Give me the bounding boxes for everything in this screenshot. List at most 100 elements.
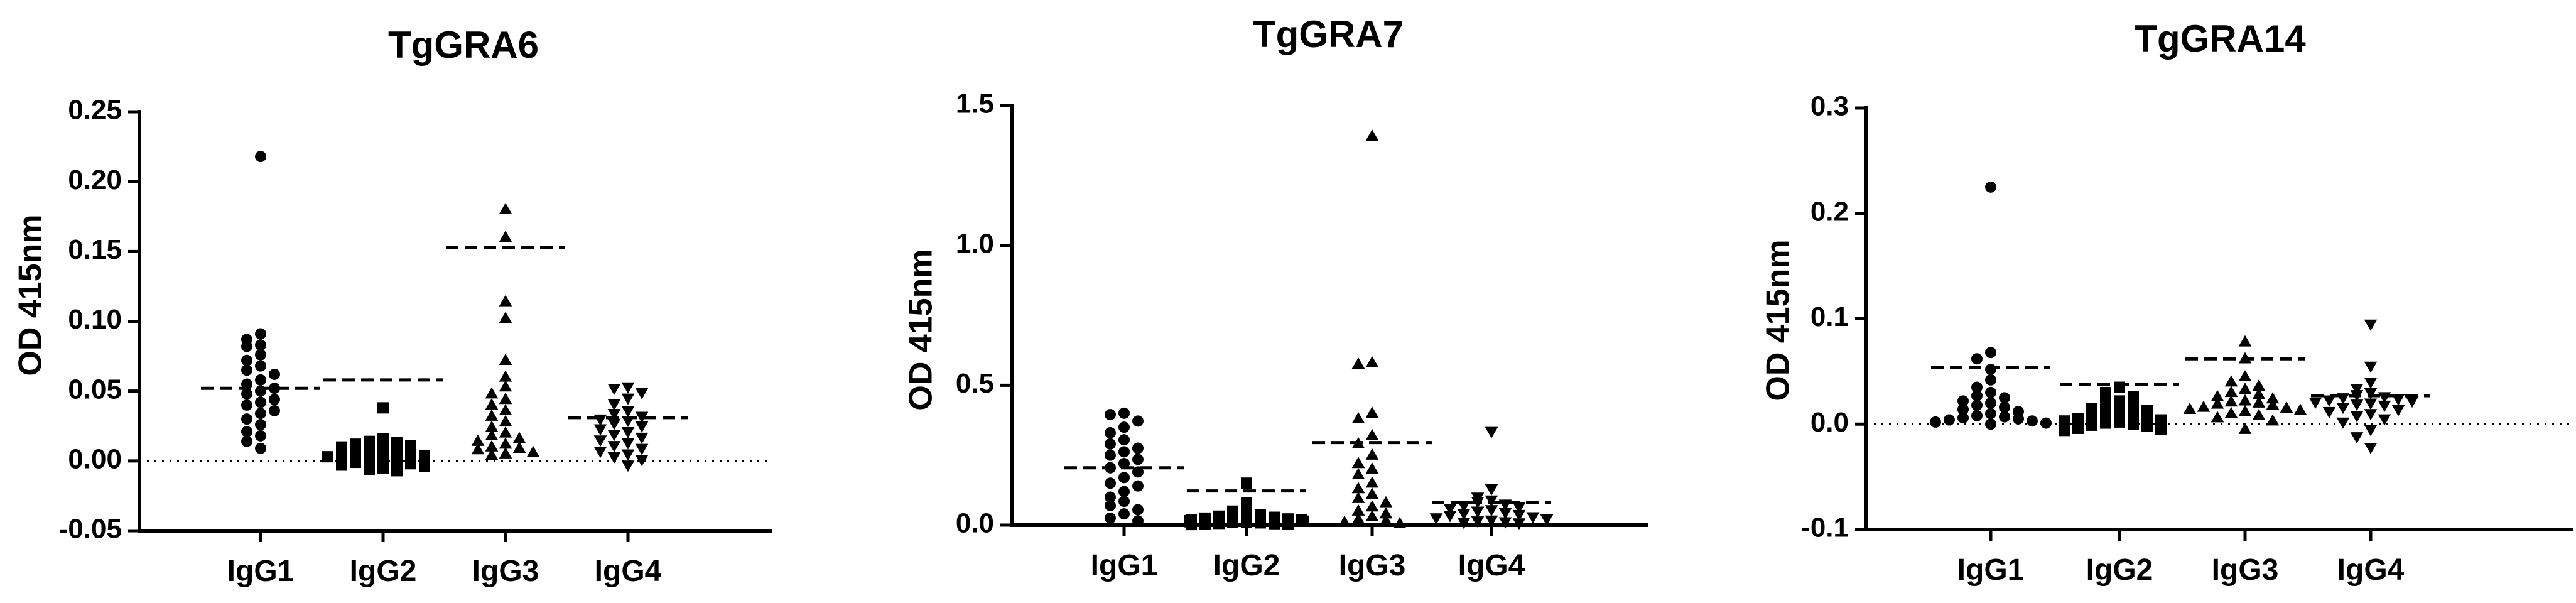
data-point: [1485, 484, 1498, 496]
panel-tggra7: TgGRA7 OD 415nm 0.0 0.5 1.0 1.5 IgG1 IgG2 IgG3 Ig…: [903, 13, 1648, 582]
chart-title: TgGRA6: [388, 24, 539, 66]
panel-tggra14: TgGRA14 OD 415nm -0.1 0.0 0.1 0.2 0.3 IgG1 IgG2 I…: [1760, 18, 2573, 587]
data-point: [1132, 466, 1144, 478]
data-point: [512, 432, 526, 443]
x-tick-label: IgG2: [350, 555, 417, 588]
data-point: [499, 370, 512, 382]
data-point: [364, 454, 375, 465]
data-point: [607, 384, 621, 396]
x-tick-label: IgG1: [1957, 553, 2025, 587]
data-point: [391, 455, 403, 467]
data-point: [2308, 397, 2322, 409]
data-point: [2155, 414, 2167, 426]
data-point: [485, 409, 499, 421]
data-point: [1365, 487, 1379, 499]
data-point: [1105, 512, 1116, 524]
data-point: [1985, 408, 1996, 420]
data-point: [2027, 415, 2038, 427]
data-point: [526, 445, 540, 457]
series-igg2: [2059, 381, 2179, 437]
data-point: [322, 451, 333, 463]
x-tick-label: IgG2: [1213, 549, 1280, 582]
data-point: [1498, 508, 1512, 519]
data-point: [255, 339, 266, 351]
data-point: [471, 443, 485, 455]
data-point: [1540, 514, 1554, 526]
data-point: [607, 418, 621, 430]
data-point: [1471, 506, 1485, 518]
data-point: [2114, 416, 2125, 428]
data-point: [1971, 389, 1983, 401]
data-point: [2238, 383, 2252, 394]
data-point: [377, 433, 389, 445]
data-point: [2266, 398, 2280, 410]
data-point: [1118, 508, 1130, 520]
data-point: [2238, 352, 2252, 364]
data-point: [499, 447, 512, 459]
data-point: [255, 374, 266, 386]
data-point: [1241, 516, 1252, 528]
y-tick-label: 1.5: [956, 89, 994, 119]
data-point: [1365, 356, 1379, 367]
data-point: [1132, 454, 1144, 465]
data-point: [1351, 513, 1365, 524]
data-point: [1365, 129, 1379, 141]
data-point: [1213, 518, 1225, 530]
data-point: [2336, 403, 2350, 415]
data-point: [269, 368, 280, 380]
data-point: [2100, 408, 2111, 420]
data-point: [1985, 364, 1996, 376]
data-point: [1443, 511, 1457, 523]
data-point: [1957, 403, 1969, 415]
data-point: [1957, 412, 1969, 424]
data-point: [2114, 406, 2125, 418]
data-point: [1498, 517, 1512, 529]
data-point: [499, 312, 512, 323]
data-point: [2252, 388, 2266, 399]
y-tick-label: 0.15: [68, 234, 122, 265]
data-point: [2364, 409, 2378, 421]
x-tick-label: IgG3: [2212, 553, 2279, 587]
data-point: [2350, 432, 2364, 444]
data-point: [1457, 518, 1471, 530]
data-point: [377, 462, 389, 474]
data-point: [1351, 357, 1365, 369]
data-point: [512, 442, 526, 454]
data-point: [2378, 414, 2391, 426]
data-point: [2100, 417, 2111, 429]
data-point: [2364, 398, 2378, 410]
chart-title: TgGRA14: [2134, 18, 2306, 60]
data-point: [635, 421, 649, 433]
data-point: [499, 403, 512, 415]
data-point: [499, 202, 512, 214]
data-point: [621, 382, 635, 394]
data-point: [1132, 480, 1144, 492]
data-point: [336, 459, 347, 471]
data-point: [1526, 512, 1540, 524]
series-igg1: [201, 151, 320, 454]
data-point: [1118, 472, 1130, 484]
data-point: [1429, 513, 1443, 525]
data-point: [1365, 476, 1379, 488]
data-point: [2322, 395, 2336, 407]
data-point: [364, 444, 375, 456]
data-point: [419, 460, 430, 472]
y-tick-label: 0.2: [1810, 196, 1849, 227]
y-tick-label: -0.05: [59, 514, 122, 545]
data-point: [1105, 449, 1116, 461]
data-point: [1338, 515, 1351, 527]
data-point: [1105, 427, 1116, 439]
data-point: [621, 449, 635, 461]
data-point: [499, 295, 512, 307]
data-point: [1241, 477, 1252, 489]
data-point: [336, 448, 347, 460]
data-point: [2391, 405, 2405, 416]
data-point: [1393, 516, 1407, 528]
data-point: [2059, 415, 2070, 427]
data-point: [1132, 515, 1144, 527]
data-point: [471, 434, 485, 446]
data-point: [2183, 402, 2197, 414]
data-point: [364, 464, 375, 475]
data-point: [255, 419, 266, 431]
